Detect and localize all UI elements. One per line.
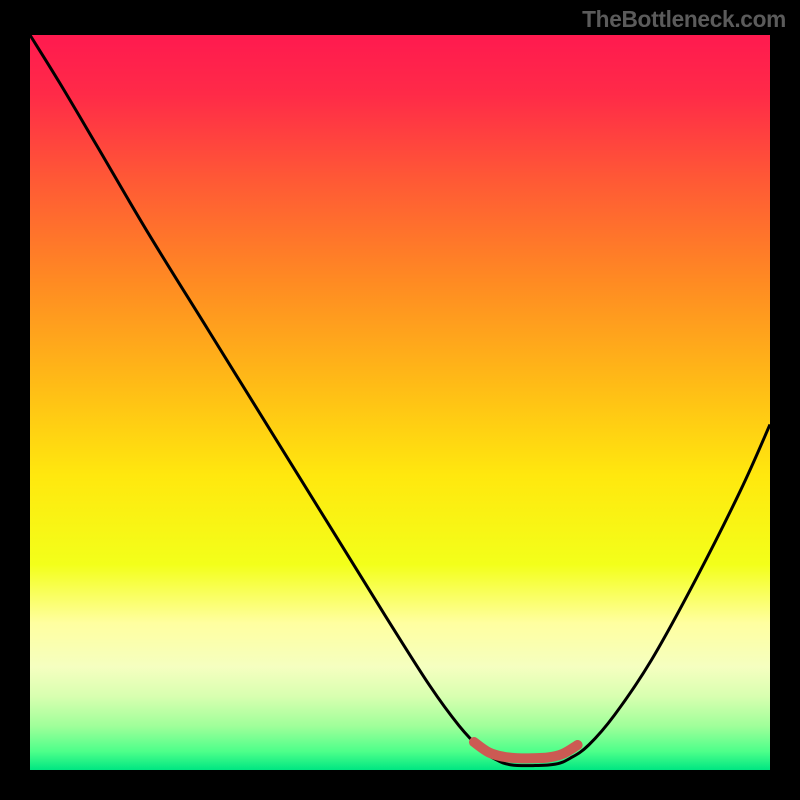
plot-background: [30, 35, 770, 770]
chart-svg: [0, 0, 800, 800]
bottleneck-chart: TheBottleneck.com: [0, 0, 800, 800]
attribution-text: TheBottleneck.com: [582, 6, 786, 33]
